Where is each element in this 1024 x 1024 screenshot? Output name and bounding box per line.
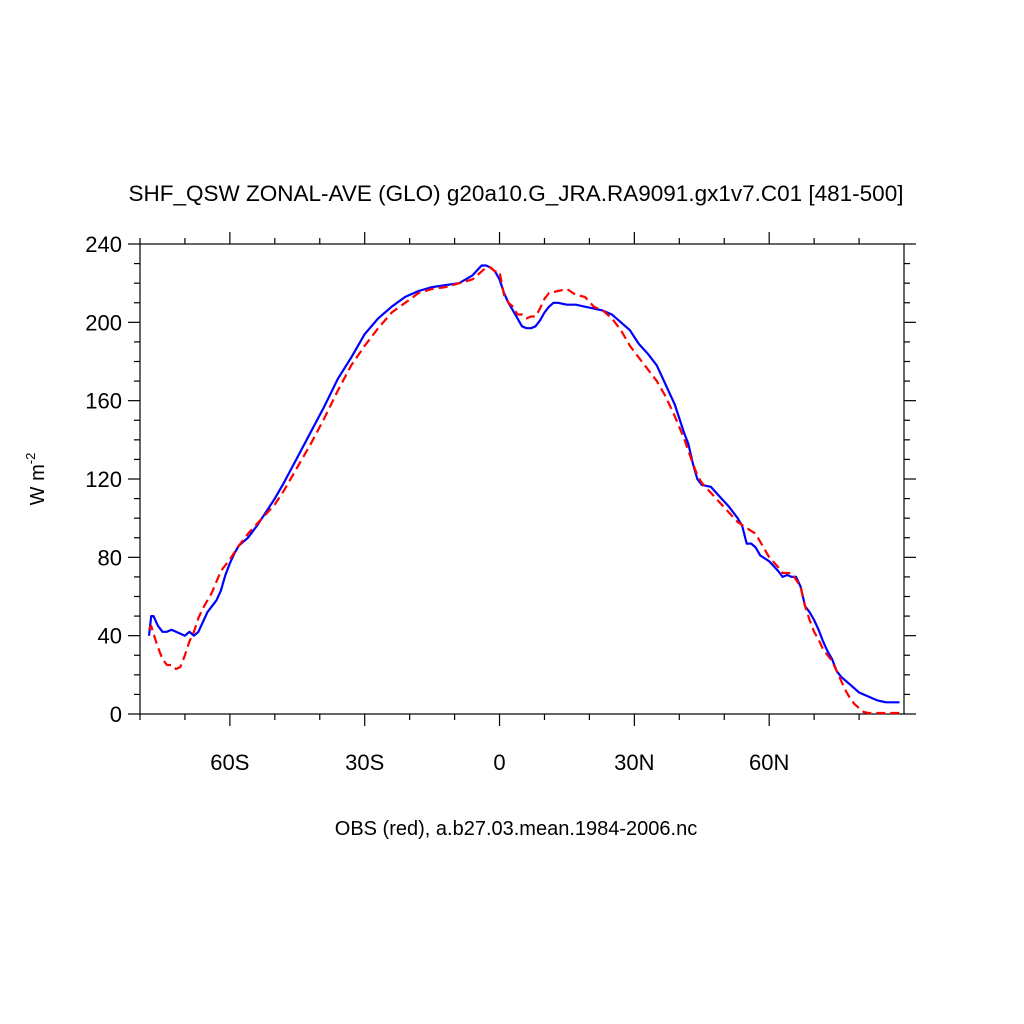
y-tick-label: 0 — [110, 702, 122, 727]
y-axis-label-main: W m — [27, 464, 49, 505]
x-tick-label: 60N — [749, 750, 789, 775]
series-line-1 — [148, 266, 900, 715]
y-tick-label: 80 — [98, 545, 122, 570]
data-series — [147, 264, 900, 715]
axis-tick-labels: 0 40 80 120 160 200 240 60S 30S 0 30N 60N — [85, 232, 789, 775]
x-axis-label: OBS (red), a.b27.03.mean.1984-2006.nc — [335, 818, 697, 840]
y-tick-label: 200 — [85, 310, 122, 335]
x-tick-label: 60S — [210, 750, 249, 775]
series-line-0 — [147, 264, 900, 704]
y-tick-label: 240 — [85, 232, 122, 257]
y-axis-label-exponent: -2 — [23, 453, 38, 465]
x-tick-label: 30S — [345, 750, 384, 775]
x-tick-label: 0 — [493, 750, 505, 775]
axis-ticks — [128, 232, 916, 726]
x-tick-label: 30N — [614, 750, 654, 775]
y-axis-label: W m-2 — [23, 453, 49, 506]
y-tick-label: 160 — [85, 389, 122, 414]
y-tick-label: 40 — [98, 624, 122, 649]
chart-title: SHF_QSW ZONAL-AVE (GLO) g20a10.G_JRA.RA9… — [129, 181, 904, 206]
y-tick-label: 120 — [85, 467, 122, 492]
